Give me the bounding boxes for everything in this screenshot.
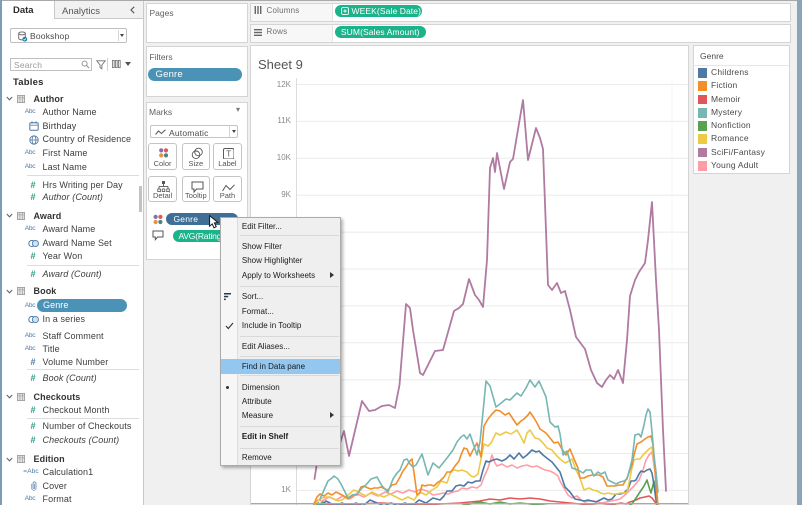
svg-text:T: T — [226, 149, 231, 158]
